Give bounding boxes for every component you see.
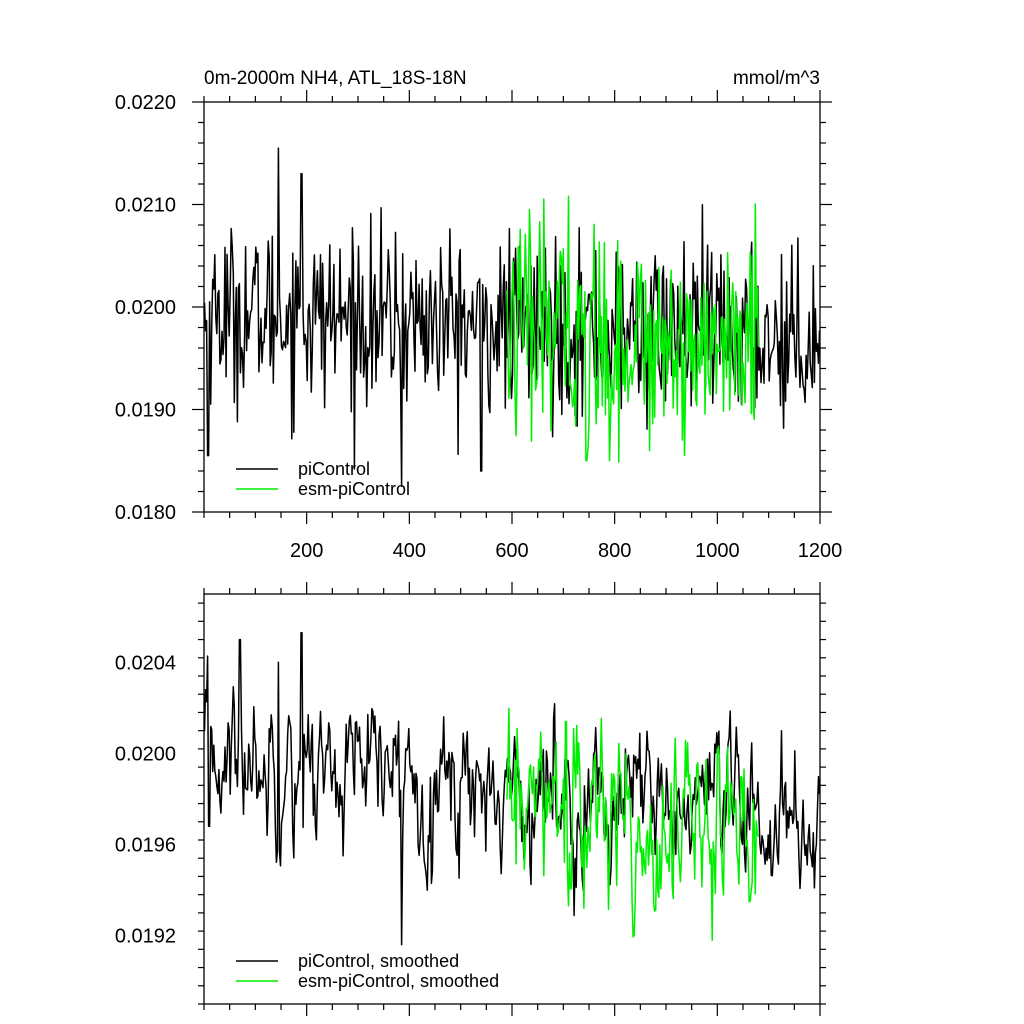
y-tick-label: 0.0192 — [115, 926, 176, 948]
bottom-panel-smoothed-series: 0.0192 0.0196 0.0200 0.0204 piControl, smoot… — [115, 582, 826, 1016]
series-line-picontrol — [204, 147, 820, 488]
legend-label: piControl, smoothed — [298, 951, 459, 971]
y-tick-label: 0.0180 — [115, 502, 176, 524]
series-line-esm-picontrol-smoothed — [506, 707, 760, 941]
series-line-esm-picontrol — [506, 195, 760, 463]
x-tick-label: 800 — [598, 540, 631, 562]
x-tick-label: 400 — [393, 540, 426, 562]
top-panel-raw-series: 200 400 600 800 1000 1200 0.0180 0.0190 0.0200 0.… — [115, 90, 842, 562]
y-tick-label: 0.0190 — [115, 400, 176, 422]
x-tick-label: 200 — [290, 540, 323, 562]
legend-label: esm-piControl, smoothed — [298, 971, 499, 991]
y-tick-label: 0.0210 — [115, 195, 176, 217]
x-tick-label: 1200 — [798, 540, 843, 562]
series-line-picontrol-smoothed — [204, 631, 820, 946]
units-label: mmol/m^3 — [733, 68, 820, 89]
y-tick-label: 0.0200 — [115, 743, 176, 765]
y-tick-label: 0.0220 — [115, 92, 176, 114]
y-tick-label: 0.0200 — [115, 297, 176, 319]
chart-title: 0m-2000m NH4, ATL_18S-18N — [204, 68, 467, 89]
legend-label: esm-piControl — [298, 479, 410, 499]
y-tick-label: 0.0204 — [115, 652, 176, 674]
legend-label: piControl — [298, 459, 370, 479]
y-tick-label: 0.0196 — [115, 835, 176, 857]
x-tick-label: 600 — [495, 540, 528, 562]
x-tick-label: 1000 — [695, 540, 740, 562]
